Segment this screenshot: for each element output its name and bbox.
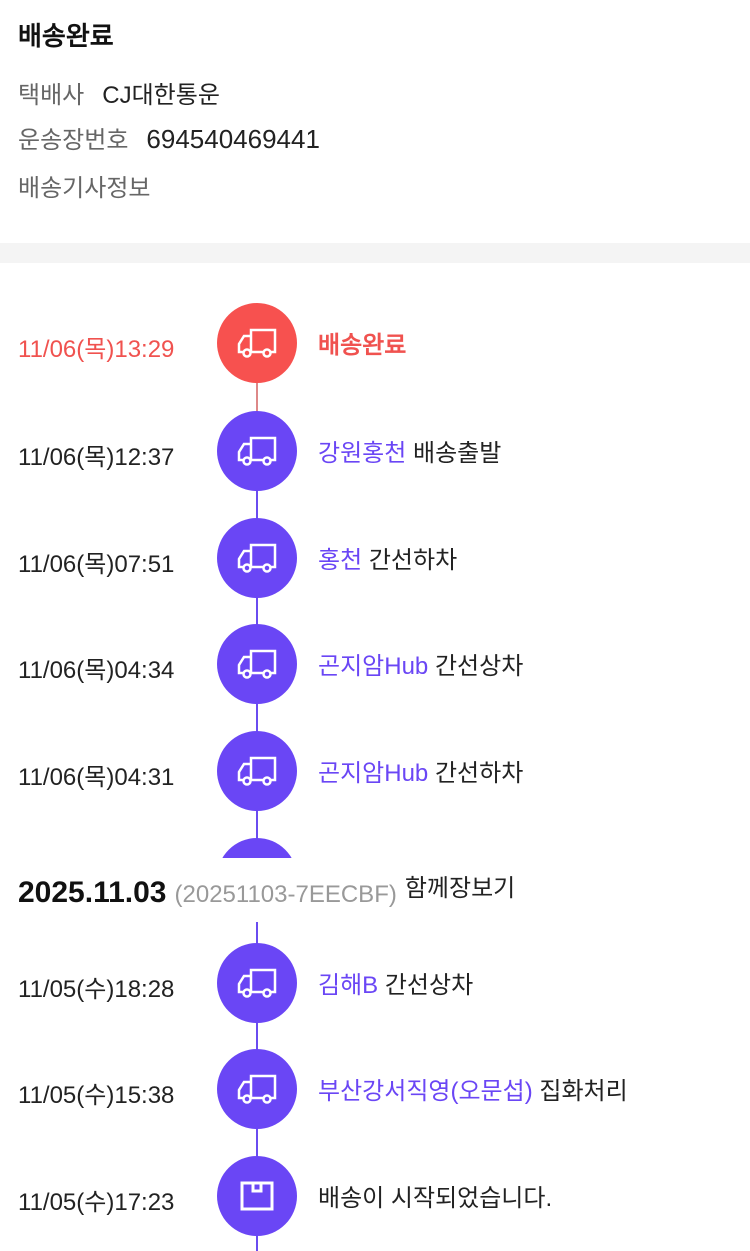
order-group-header: 2025.11.03 (20251103-7EECBF) 함께장보기 [0, 858, 750, 922]
section-divider [0, 243, 750, 263]
event-label: 부산강서직영(오문섭) 집화처리 [318, 1071, 628, 1106]
event-status: 간선하차 [434, 760, 524, 787]
event-status: 배송출발 [413, 440, 502, 467]
event-label: 강원홍천 배송출발 [318, 433, 501, 468]
truck-icon [217, 731, 297, 811]
event-status: 배송이 시작되었습니다. [318, 1185, 553, 1212]
order-name: 함께장보기 [404, 875, 516, 902]
event-label: 곤지암Hub 간선하차 [318, 753, 523, 788]
event-location: 김해B [318, 972, 379, 999]
box-icon [217, 1156, 297, 1236]
truck-icon [217, 411, 297, 491]
event-status: 배송완료 [318, 332, 407, 359]
event-label: 곤지암Hub 간선상차 [318, 646, 523, 681]
event-location: 곤지암Hub [318, 653, 429, 680]
courier-row: 택배사 CJ대한통운 [18, 75, 220, 110]
driver-info-link[interactable]: 배송기사정보 [18, 175, 151, 202]
delivery-info: 배송완료 택배사 CJ대한통운 운송장번호 694540469441 배송기사정보 [0, 0, 750, 243]
tracking-label: 운송장번호 [18, 127, 129, 154]
truck-icon [217, 518, 297, 598]
order-date: 2025.11.03 [18, 876, 167, 909]
event-time: 11/05(수)18:28 [18, 976, 175, 1003]
event-label: 홍천 간선하차 [318, 540, 457, 575]
timeline-event: 11/06(목)04:31 곤지암Hub 간선하차 [0, 731, 750, 811]
event-time: 11/06(목)12:37 [18, 444, 175, 471]
event-time: 11/06(목)04:31 [18, 764, 175, 791]
order-id: (20251103-7EECBF) [174, 881, 397, 908]
event-time: 11/05(수)17:23 [18, 1189, 175, 1216]
event-time: 11/06(목)07:51 [18, 551, 175, 578]
event-location: 강원홍천 [318, 440, 407, 467]
event-location: 부산강서직영(오문섭) [318, 1078, 533, 1105]
event-time: 11/05(수)15:38 [18, 1082, 175, 1109]
courier-value: CJ대한통운 [102, 82, 220, 109]
event-status: 간선상차 [434, 653, 524, 680]
event-status: 집화처리 [539, 1078, 628, 1105]
event-location: 곤지암Hub [318, 760, 429, 787]
courier-label: 택배사 [18, 82, 85, 109]
event-label: 김해B 간선상차 [318, 965, 473, 1000]
event-label: 배송완료 [318, 325, 406, 360]
timeline-event: 11/05(수)15:38 부산강서직영(오문섭) 집화처리 [0, 1049, 750, 1129]
tracking-number[interactable]: 694540469441 [146, 124, 320, 154]
truck-icon [217, 1049, 297, 1129]
truck-icon [217, 624, 297, 704]
event-status: 간선상차 [384, 972, 474, 999]
event-label: 배송이 시작되었습니다. [318, 1178, 552, 1213]
timeline-event: 11/05(수)17:23 배송이 시작되었습니다. [0, 1156, 750, 1236]
timeline-event: 11/06(목)07:51 홍천 간선하차 [0, 518, 750, 598]
tracking-row: 운송장번호 694540469441 [18, 120, 320, 155]
event-time: 11/06(목)13:29 [18, 336, 175, 363]
event-location: 홍천 [318, 547, 363, 574]
truck-icon [217, 303, 297, 383]
timeline-event: 11/06(목)04:34 곤지암Hub 간선상차 [0, 624, 750, 704]
delivery-status-title: 배송완료 [18, 21, 114, 51]
timeline-line [256, 343, 258, 858]
event-time: 11/06(목)04:34 [18, 657, 175, 684]
event-status: 간선하차 [368, 547, 458, 574]
timeline-event: 11/06(목)12:37 강원홍천 배송출발 [0, 411, 750, 491]
timeline-event: 11/05(수)18:28 김해B 간선상차 [0, 943, 750, 1023]
truck-icon [217, 943, 297, 1023]
timeline-event: 11/06(목)13:29 배송완료 [0, 303, 750, 383]
